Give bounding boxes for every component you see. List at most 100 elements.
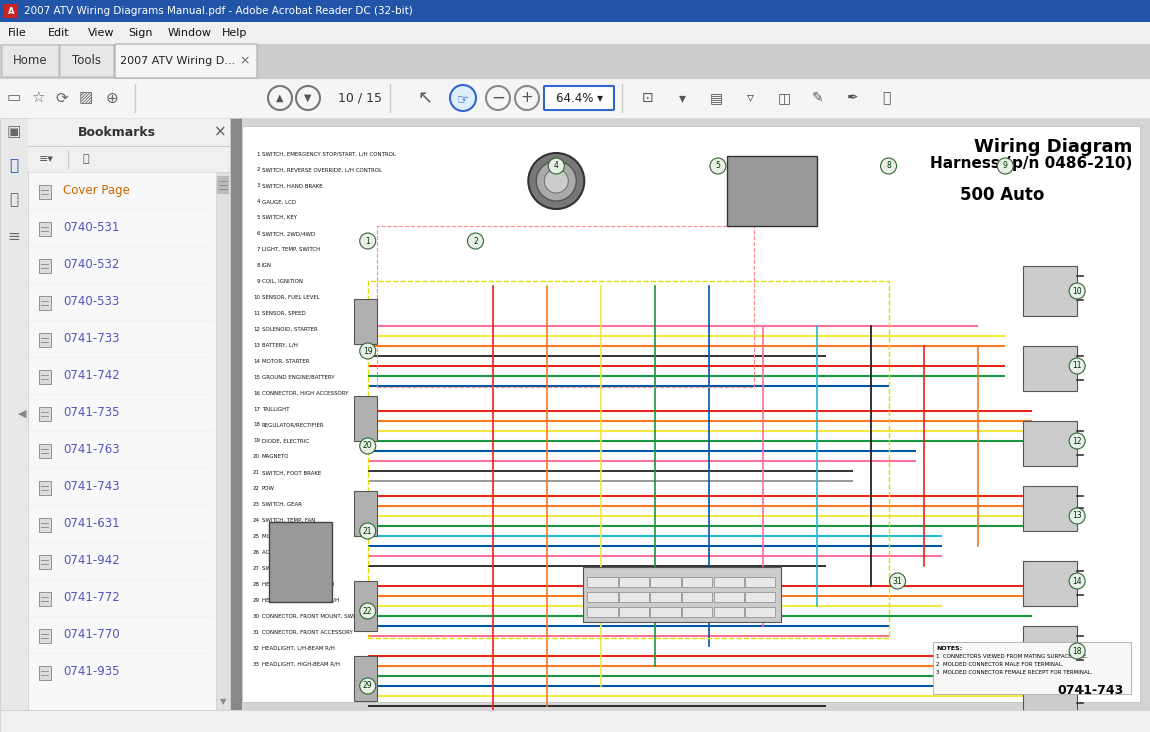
Bar	[39, 296, 51, 310]
Bar	[39, 555, 51, 569]
Bar	[39, 332, 51, 346]
Text: HEADLIGHT, HIGH-BEAM L/H: HEADLIGHT, HIGH-BEAM L/H	[262, 598, 339, 603]
Text: SENSOR, FUEL LEVEL: SENSOR, FUEL LEVEL	[262, 295, 320, 300]
Text: 27: 27	[253, 566, 260, 571]
Text: HEADLIGHT, L/H-BEAM R/H: HEADLIGHT, L/H-BEAM R/H	[262, 646, 335, 651]
Bar	[745, 607, 775, 617]
Text: +: +	[521, 91, 534, 105]
Bar	[745, 592, 775, 602]
Text: ⧉: ⧉	[882, 91, 890, 105]
Bar	[682, 607, 712, 617]
Bar	[39, 222, 51, 236]
Bar	[39, 665, 51, 679]
Text: 24: 24	[253, 518, 260, 523]
Text: 30: 30	[253, 613, 260, 619]
Circle shape	[890, 573, 905, 589]
Text: ▲: ▲	[220, 176, 227, 184]
Bar	[39, 258, 51, 272]
Text: 0740-531: 0740-531	[63, 221, 120, 234]
Text: HEADLIGHT, HIGH-BEAM R/H: HEADLIGHT, HIGH-BEAM R/H	[262, 662, 340, 667]
Text: 29: 29	[363, 681, 373, 690]
Text: 18: 18	[1073, 646, 1082, 655]
Text: SWITCH, 2WD/4WD: SWITCH, 2WD/4WD	[262, 231, 315, 236]
Text: 3: 3	[256, 184, 260, 188]
Text: 14: 14	[1072, 577, 1082, 586]
Text: ×: ×	[239, 54, 251, 67]
Text: 0741-742: 0741-742	[63, 369, 120, 382]
Bar	[217, 176, 229, 194]
Text: 12: 12	[1073, 436, 1082, 446]
Circle shape	[360, 233, 376, 249]
FancyBboxPatch shape	[2, 45, 59, 77]
Bar	[368, 281, 889, 638]
Text: Window: Window	[168, 28, 212, 38]
FancyBboxPatch shape	[115, 44, 256, 78]
Circle shape	[360, 523, 376, 539]
Bar	[619, 577, 649, 587]
Text: 22: 22	[363, 607, 373, 616]
Text: 11: 11	[1073, 362, 1082, 370]
Text: ▤: ▤	[710, 91, 722, 105]
Bar	[1024, 626, 1078, 671]
Text: ≡: ≡	[8, 228, 21, 244]
Bar	[242, 126, 1140, 702]
Text: 0741-770: 0741-770	[63, 628, 120, 641]
Bar	[651, 592, 681, 602]
Circle shape	[360, 603, 376, 619]
Text: MAGNETO: MAGNETO	[262, 455, 290, 460]
Text: 0741-763: 0741-763	[63, 443, 120, 456]
Bar	[39, 591, 51, 605]
Circle shape	[528, 153, 584, 209]
FancyBboxPatch shape	[60, 45, 114, 77]
Bar	[1024, 486, 1078, 531]
Text: SOLENOID, STARTER: SOLENOID, STARTER	[262, 326, 317, 332]
Text: 10: 10	[253, 295, 260, 300]
Text: SWITCH, HAND BRAKE: SWITCH, HAND BRAKE	[262, 184, 323, 188]
Text: CONNECTOR, HIGH ACCESSORY: CONNECTOR, HIGH ACCESSORY	[262, 391, 348, 395]
Text: 0740-532: 0740-532	[63, 258, 120, 271]
Text: SWITCH, KEY: SWITCH, KEY	[262, 215, 297, 220]
Text: HEADLIGHT, L/H-BEAM L/H: HEADLIGHT, L/H-BEAM L/H	[262, 582, 335, 587]
Text: ▣: ▣	[7, 124, 21, 140]
Text: ✒: ✒	[846, 91, 858, 105]
Bar	[39, 629, 51, 643]
Text: ☞: ☞	[457, 92, 469, 106]
Text: Harness (p/n 0486-210): Harness (p/n 0486-210)	[929, 156, 1132, 171]
Bar	[39, 629, 51, 643]
Text: 6: 6	[256, 231, 260, 236]
Text: BATTERY, L/H: BATTERY, L/H	[262, 343, 298, 348]
Bar	[1024, 346, 1078, 391]
Bar	[39, 518, 51, 531]
Bar	[583, 567, 781, 622]
Text: 13: 13	[1072, 512, 1082, 520]
Text: 25: 25	[253, 534, 260, 539]
Text: ACTUATOR, 2WD/4WD: ACTUATOR, 2WD/4WD	[262, 550, 323, 555]
Text: 31: 31	[253, 630, 260, 635]
Bar	[588, 607, 618, 617]
Bar	[682, 592, 712, 602]
Text: Bookmarks: Bookmarks	[78, 125, 156, 138]
Bar	[651, 607, 681, 617]
Text: 16: 16	[253, 391, 260, 395]
Circle shape	[997, 158, 1013, 174]
Text: ▼: ▼	[305, 93, 312, 103]
Circle shape	[360, 343, 376, 359]
Text: ✎: ✎	[812, 91, 823, 105]
Bar	[0, 118, 28, 710]
Bar	[39, 222, 51, 236]
Text: 8: 8	[256, 263, 260, 268]
Text: SWITCH, REVERSE OVERRIDE, L/H CONTROL: SWITCH, REVERSE OVERRIDE, L/H CONTROL	[262, 168, 382, 173]
Bar	[354, 581, 377, 631]
Bar	[39, 370, 51, 384]
Text: MOTOR, STARTER: MOTOR, STARTER	[262, 359, 309, 364]
Text: 4: 4	[256, 199, 260, 204]
Text: −: −	[491, 89, 505, 107]
Bar	[230, 118, 241, 710]
Text: 2: 2	[256, 168, 260, 173]
Text: 0741-631: 0741-631	[63, 517, 120, 530]
Text: ⟳: ⟳	[55, 91, 68, 105]
Text: 20: 20	[253, 455, 260, 460]
Bar	[28, 118, 230, 146]
Bar	[39, 332, 51, 346]
Text: SWITCH, EMERGENCY STOP/START, L/H CONTROL: SWITCH, EMERGENCY STOP/START, L/H CONTRO…	[262, 152, 396, 157]
